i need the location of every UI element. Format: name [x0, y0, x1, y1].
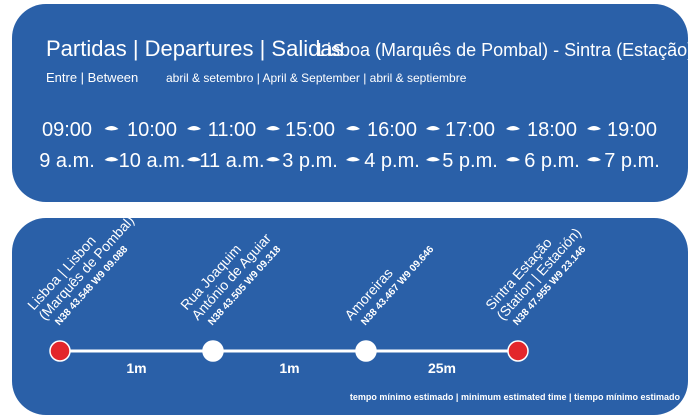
time-12h: 10 a.m.	[119, 150, 186, 172]
time-24h: 18:00	[527, 119, 577, 141]
arrow-icon	[346, 157, 360, 162]
time-12h: 11 a.m.	[199, 150, 264, 172]
stop-dot	[202, 340, 224, 362]
time-24h: 09:00	[42, 119, 92, 141]
arrow-icon	[506, 126, 520, 131]
time-24h: 11:00	[208, 119, 257, 141]
time-12h: 3 p.m.	[282, 150, 338, 172]
footer: tempo mínimo estimado | minimum estimate…	[350, 392, 681, 402]
stop-dot	[355, 340, 377, 362]
arrow-icon	[587, 157, 601, 162]
arrow-icon	[587, 126, 601, 131]
time-24h: 10:00	[127, 119, 177, 141]
arrow-icon	[266, 126, 280, 131]
arrow-icon	[346, 126, 360, 131]
departures-panel	[12, 4, 688, 202]
travel-time: 1m	[279, 360, 299, 376]
route: Lisboa (Marquês de Pombal) - Sintra (Est…	[317, 40, 693, 60]
arrow-icon	[187, 157, 201, 162]
time-12h: 9 a.m.	[39, 150, 95, 172]
arrow-icon	[426, 126, 440, 131]
arrow-icon	[266, 157, 280, 162]
arrow-icon	[104, 126, 119, 131]
stop-dot	[49, 340, 71, 362]
arrow-icon	[187, 126, 201, 131]
time-24h: 17:00	[445, 119, 495, 141]
title: Partidas | Departures | Salidas	[46, 36, 344, 61]
travel-time: 25m	[428, 360, 456, 376]
stop-dot	[507, 340, 529, 362]
time-24h: 15:00	[285, 119, 335, 141]
period: abril & setembro | April & September | a…	[166, 71, 467, 85]
time-12h: 7 p.m.	[604, 150, 660, 172]
arrow-icon	[104, 157, 119, 162]
travel-time: 1m	[126, 360, 146, 376]
route-panel	[12, 218, 688, 415]
time-12h: 5 p.m.	[442, 150, 498, 172]
arrow-icon	[506, 157, 520, 162]
time-12h: 6 p.m.	[524, 150, 580, 172]
arrow-icon	[426, 157, 440, 162]
period-label: Entre | Between	[46, 70, 138, 85]
time-12h: 4 p.m.	[364, 150, 420, 172]
time-24h: 16:00	[367, 119, 417, 141]
time-24h: 19:00	[607, 119, 657, 141]
